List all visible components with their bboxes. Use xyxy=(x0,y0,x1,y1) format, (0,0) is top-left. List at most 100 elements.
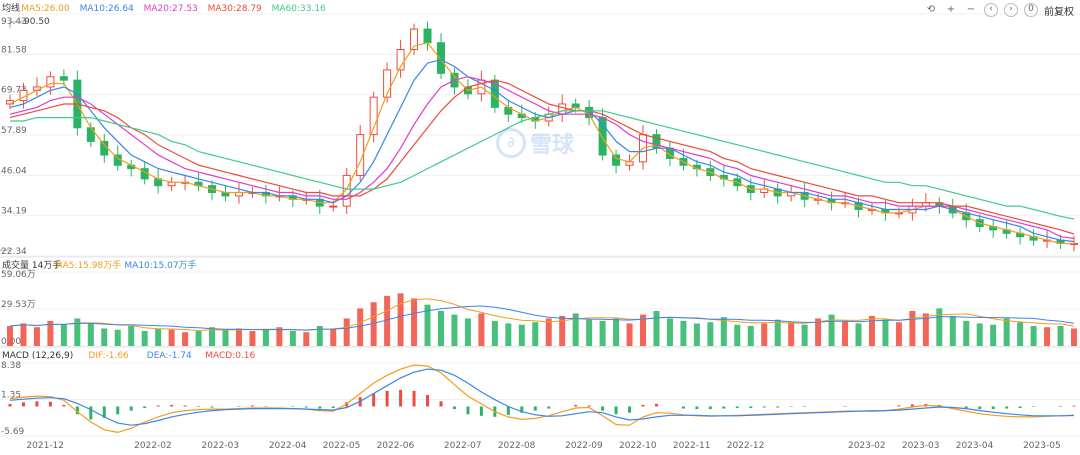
volume-bar xyxy=(586,319,593,346)
candle-body xyxy=(59,76,68,81)
volume-bar xyxy=(1071,328,1077,346)
volume-bar xyxy=(720,317,727,346)
macd-dif-line xyxy=(9,364,1075,434)
volume-bar xyxy=(828,314,835,346)
price-adjust-toggle[interactable]: 前复权 xyxy=(1044,6,1074,18)
volume-bar xyxy=(249,330,256,346)
volume-bar xyxy=(47,320,54,346)
ma-legend-item-4: MA30:28.79 xyxy=(208,4,262,14)
x-axis-label: 2023-03 xyxy=(902,441,940,451)
volume-bar xyxy=(788,322,795,346)
macd-legend-item-3: MACD:0.16 xyxy=(205,351,255,361)
volume-bar xyxy=(20,323,27,346)
candle-body xyxy=(86,127,95,142)
candle-body xyxy=(369,96,378,136)
macd-legend-item-2: DEA:-1.74 xyxy=(147,351,192,361)
volume-bar xyxy=(532,322,539,346)
volume-bar xyxy=(74,318,81,346)
logo-text: 雪球 xyxy=(530,133,575,158)
ma-line-ma5 xyxy=(9,42,1074,245)
candle-body xyxy=(100,140,109,156)
candle-body xyxy=(356,134,365,176)
volume-bar xyxy=(437,310,444,346)
volume-bar xyxy=(1057,325,1064,346)
ma-legend-item-1: MA5:26.00 xyxy=(21,4,70,14)
x-axis-label: 2022-04 xyxy=(269,441,307,451)
macd-dea-line xyxy=(9,368,1075,426)
x-axis-label: 2022-12 xyxy=(727,441,765,451)
ma-legend-item-5: MA60:33.16 xyxy=(272,4,326,14)
volume-bar xyxy=(936,308,943,346)
volume-bar xyxy=(33,327,40,346)
candle-body xyxy=(383,69,392,98)
x-axis-label: 2022-09 xyxy=(565,441,603,451)
volume-bar xyxy=(262,329,269,346)
price-y-tick: 69.73 xyxy=(1,86,27,96)
volume-bar xyxy=(707,322,714,346)
volume-bar xyxy=(693,323,700,346)
ma-legend-item-2: MA10:26.64 xyxy=(80,4,134,14)
zoom-in-icon[interactable]: + xyxy=(946,4,956,15)
zoom-out-icon[interactable]: − xyxy=(966,4,976,15)
volume-bar xyxy=(101,328,108,346)
macd-y-tick: -5.69 xyxy=(1,427,25,437)
next-icon[interactable]: › xyxy=(1004,3,1018,17)
price-y-tick: 46.04 xyxy=(1,166,27,176)
ma-line-ma20 xyxy=(9,76,1075,239)
info-icon[interactable]: 0 xyxy=(1024,3,1038,17)
annotation-leader xyxy=(9,21,24,28)
volume-bar xyxy=(747,325,754,346)
volume-bar xyxy=(128,325,135,346)
prev-icon[interactable]: ‹ xyxy=(984,3,998,17)
volume-bar xyxy=(1030,325,1037,346)
x-axis-label: 2022-03 xyxy=(201,441,239,451)
volume-bar xyxy=(545,318,552,346)
x-axis-label: 2022-06 xyxy=(377,441,415,451)
volume-bar xyxy=(868,315,875,346)
volume-bar xyxy=(842,320,849,346)
x-axis-label: 2021-12 xyxy=(26,441,64,451)
volume-y-tick: 59.06万 xyxy=(1,270,36,280)
volume-bar xyxy=(855,323,862,346)
volume-bar xyxy=(734,324,741,346)
volume-bar xyxy=(895,322,902,346)
volume-bar xyxy=(559,315,566,346)
volume-bar xyxy=(357,308,364,346)
volume-legend-item-2: MA10:15.07万手 xyxy=(124,259,196,271)
volume-bar xyxy=(613,318,620,346)
volume-bar xyxy=(222,329,229,346)
volume-bar xyxy=(316,325,323,346)
volume-bar xyxy=(397,293,404,346)
volume-bar xyxy=(464,318,471,346)
volume-bar xyxy=(801,324,808,346)
macd-legend-item-0: MACD (12,26,9) xyxy=(2,351,73,361)
volume-bar xyxy=(451,314,458,346)
volume-bar xyxy=(195,330,202,346)
volume-bar xyxy=(114,329,121,346)
volume-bar xyxy=(7,325,13,346)
ma-line-ma30 xyxy=(9,79,1075,235)
logo-mark-icon: ∂ xyxy=(496,128,526,158)
volume-bar xyxy=(909,310,916,346)
ma-legend-item-3: MA20:27.53 xyxy=(144,4,198,14)
volume-y-tick: 29.53万 xyxy=(1,300,36,310)
volume-bar xyxy=(1003,318,1010,346)
volume-bar xyxy=(235,328,242,346)
volume-bar xyxy=(990,324,997,346)
volume-bar xyxy=(963,320,970,346)
ma-legend-item-0: 均线 xyxy=(2,2,20,14)
volume-bar xyxy=(680,320,687,346)
candle-body xyxy=(396,49,405,71)
ma-line-ma60 xyxy=(10,110,1075,220)
volume-bar xyxy=(1044,327,1051,346)
volume-bar xyxy=(976,323,983,346)
undo-icon[interactable]: ⟲ xyxy=(926,4,936,15)
x-axis-label: 2022-10 xyxy=(619,441,657,451)
volume-bar xyxy=(276,327,283,346)
volume-bar xyxy=(209,327,216,346)
volume-bar xyxy=(626,323,633,346)
volume-bar xyxy=(303,332,310,346)
volume-bar xyxy=(761,323,768,346)
